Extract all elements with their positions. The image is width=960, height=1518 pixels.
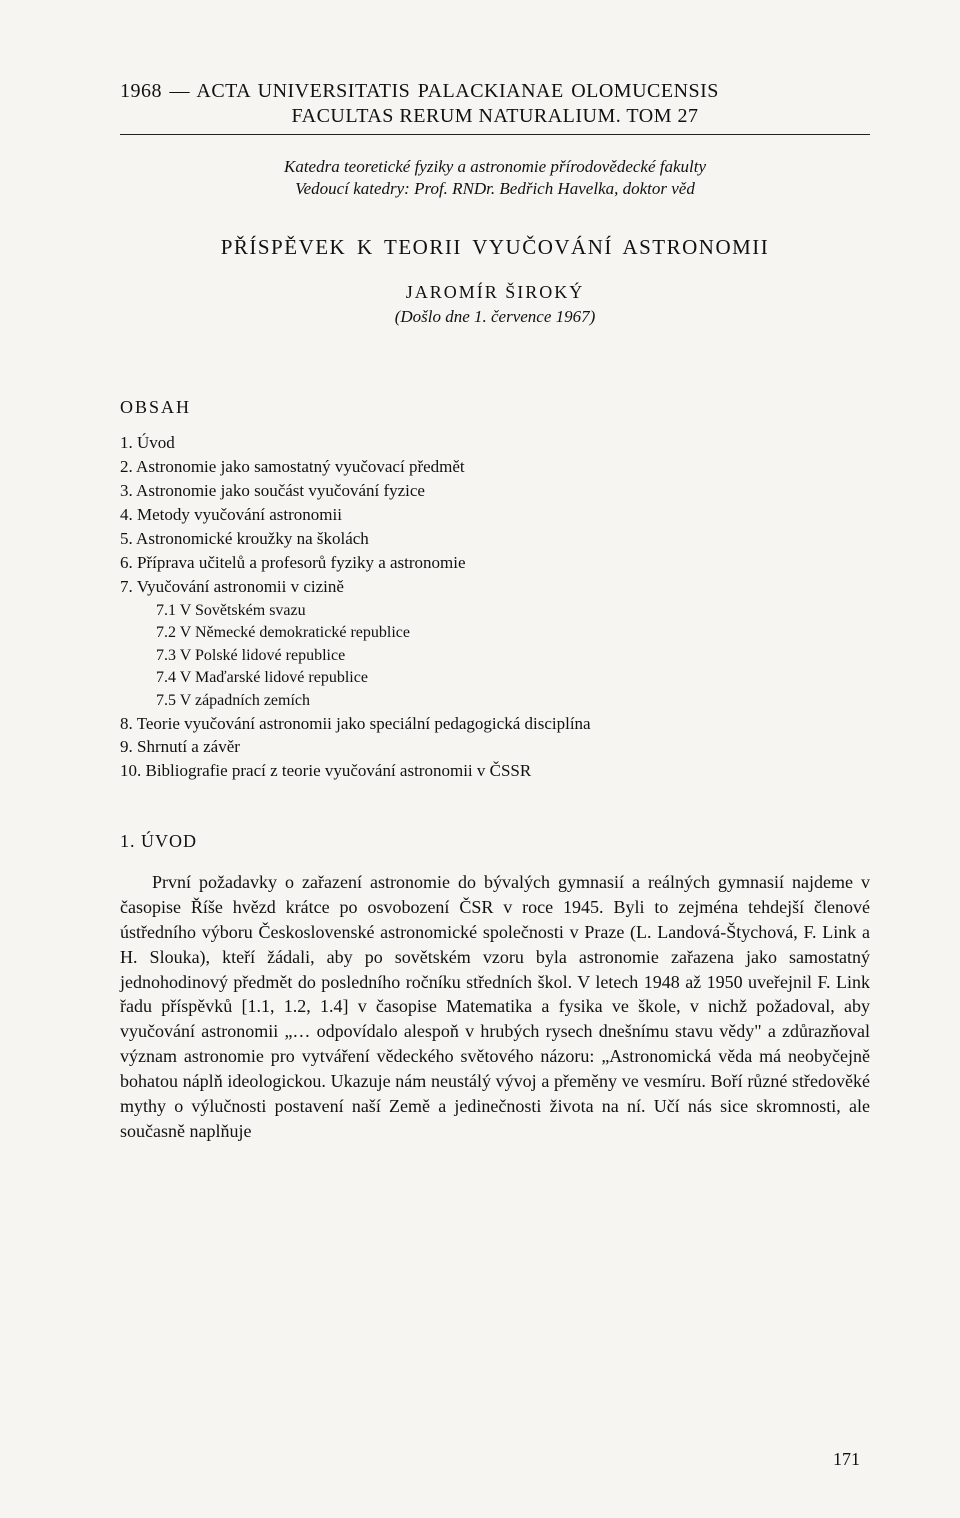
masthead-line-2: FACULTAS RERUM NATURALIUM. TOM 27 <box>120 105 870 128</box>
body-paragraph: První požadavky o zařazení astronomie do… <box>120 870 870 1143</box>
toc-item: 10. Bibliografie prací z teorie vyučován… <box>120 760 870 783</box>
toc-item: 9. Shrnutí a závěr <box>120 736 870 759</box>
toc-subitem: 7.5 V západních zemích <box>120 690 870 712</box>
article-title: PŘÍSPĚVEK K TEORII VYUČOVÁNÍ ASTRONOMII <box>120 235 870 260</box>
toc-subitem: 7.1 V Sovětském svazu <box>120 600 870 622</box>
toc-item: 1. Úvod <box>120 432 870 455</box>
toc-item: 5. Astronomické kroužky na školách <box>120 528 870 551</box>
page-number: 171 <box>833 1449 860 1470</box>
toc-subitem: 7.2 V Německé demokratické republice <box>120 622 870 644</box>
page: 1968 — ACTA UNIVERSITATIS PALACKIANAE OL… <box>0 0 960 1518</box>
toc-item: 7. Vyučování astronomii v cizině <box>120 576 870 599</box>
table-of-contents: 1. Úvod 2. Astronomie jako samostatný vy… <box>120 432 870 783</box>
toc-subitem: 7.3 V Polské lidové republice <box>120 645 870 667</box>
author-name: JAROMÍR ŠIROKÝ <box>120 282 870 303</box>
toc-item: 8. Teorie vyučování astronomii jako spec… <box>120 713 870 736</box>
contents-heading: OBSAH <box>120 397 870 418</box>
masthead-rule <box>120 134 870 135</box>
masthead-line-1: 1968 — ACTA UNIVERSITATIS PALACKIANAE OL… <box>120 80 870 103</box>
toc-item: 2. Astronomie jako samostatný vyučovací … <box>120 456 870 479</box>
toc-item: 3. Astronomie jako součást vyučování fyz… <box>120 480 870 503</box>
department-line-2: Vedoucí katedry: Prof. RNDr. Bedřich Hav… <box>120 179 870 199</box>
received-date: (Došlo dne 1. července 1967) <box>120 307 870 327</box>
toc-item: 4. Metody vyučování astronomii <box>120 504 870 527</box>
toc-subitem: 7.4 V Maďarské lidové republice <box>120 667 870 689</box>
toc-item: 6. Příprava učitelů a profesorů fyziky a… <box>120 552 870 575</box>
department-line-1: Katedra teoretické fyziky a astronomie p… <box>120 157 870 177</box>
section-heading: 1. ÚVOD <box>120 831 870 852</box>
